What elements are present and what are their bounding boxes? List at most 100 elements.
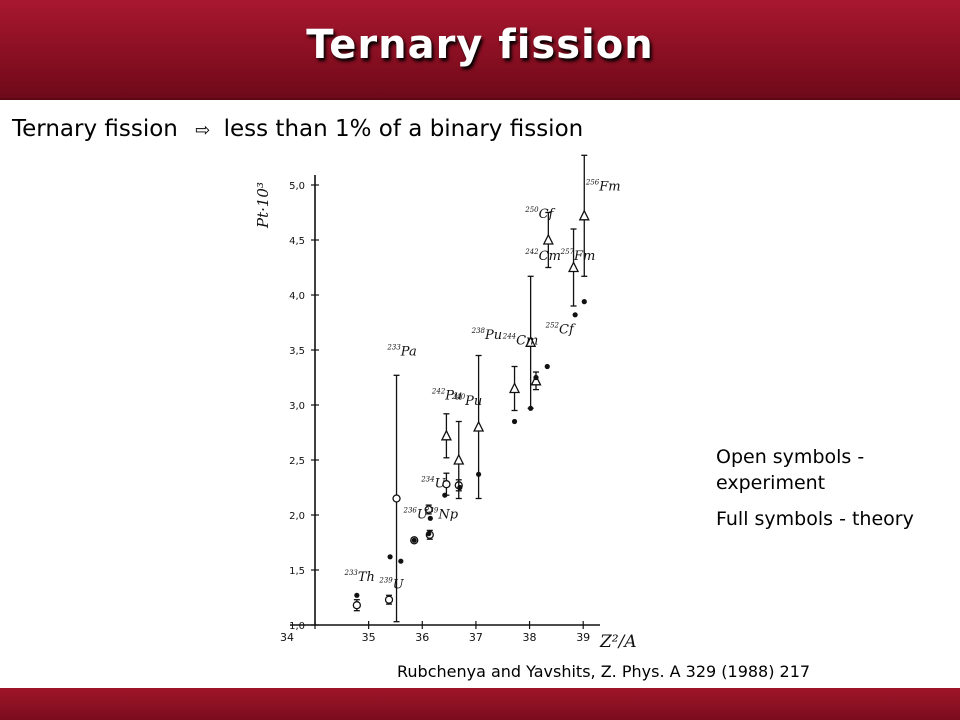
experiment-triangle-point [525, 335, 537, 347]
isotope-label: 233Pa [386, 344, 416, 360]
isotope-label: 234U [420, 476, 446, 492]
isotope-element: U [393, 578, 405, 593]
x-tick-label: 39 [576, 631, 590, 644]
isotope-element: Th [358, 570, 375, 585]
isotope-mass: 242 [524, 248, 539, 256]
isotope-label: 239U [378, 577, 404, 593]
legend-open-symbols: Open symbols - experiment [716, 446, 865, 494]
right-arrow-icon: ⇨ [195, 120, 211, 141]
isotope-mass: 256 [585, 179, 600, 187]
experiment-triangle-point [453, 453, 465, 465]
isotope-mass: 233 [344, 569, 359, 577]
y-tick-label: 5,0 [289, 181, 305, 192]
isotope-element: Cf [539, 207, 556, 222]
isotope-element: Pu [444, 389, 462, 404]
theory-point [572, 312, 578, 318]
isotope-element: Pu [464, 394, 482, 409]
isotope-label: 236U [403, 506, 429, 522]
theory-point [411, 537, 417, 543]
y-tick-label: 3,5 [289, 346, 305, 357]
title-bar: Ternary fission [0, 0, 960, 100]
isotope-label: 238Pu [471, 327, 503, 343]
isotope-label: 256Fm [585, 179, 621, 195]
isotope-mass: 242 [431, 388, 446, 396]
x-tick-label: 37 [469, 631, 483, 644]
experiment-triangle-point [440, 429, 452, 441]
isotope-mass: 257 [560, 248, 575, 256]
isotope-mass: 244 [502, 333, 516, 341]
y-axis-label: Pt·10³ [254, 182, 272, 229]
x-tick-label: 35 [362, 631, 376, 644]
theory-point [511, 418, 518, 425]
isotope-label: 250Cf [524, 206, 555, 222]
isotope-element: Np [437, 507, 458, 522]
subtitle-detail: less than 1% of a binary fission [223, 116, 584, 142]
isotope-label: 233Th [344, 569, 375, 585]
experiment-triangle-point [578, 209, 590, 221]
isotope-label: 239Np [424, 506, 459, 522]
experiment-triangle-point [567, 261, 580, 273]
isotope-mass: 239 [424, 506, 439, 514]
isotope-element: U [435, 477, 447, 492]
isotope-element: Cm [539, 249, 561, 264]
footer-bar [0, 688, 960, 720]
y-tick-label: 3,0 [289, 401, 305, 412]
experiment-circle-point [352, 601, 361, 610]
experiment-triangle-point [530, 374, 542, 386]
isotope-element: U [417, 507, 429, 522]
isotope-mass: 236 [403, 506, 418, 514]
subtitle: Ternary fission ⇨ less than 1% of a bina… [12, 116, 583, 142]
theory-point [442, 492, 448, 498]
legend-full-symbols: Full symbols - theory [716, 508, 914, 530]
y-tick-label: 2,0 [289, 511, 305, 522]
theory-point [387, 554, 393, 560]
theory-point [581, 299, 587, 305]
x-tick-label: 34 [280, 631, 294, 644]
theory-point [427, 515, 433, 521]
citation: Rubchenya and Yavshits, Z. Phys. A 329 (… [397, 662, 811, 681]
y-tick-label: 4,0 [289, 291, 305, 302]
isotope-label: 244Cm [502, 333, 539, 349]
theory-point [533, 374, 539, 381]
experiment-circle-point [424, 505, 433, 514]
isotope-element: Cm [516, 334, 538, 349]
y-tick-label: 1,0 [289, 621, 305, 632]
isotope-label: 257Fm [560, 248, 596, 264]
theory-point [354, 592, 360, 598]
isotope-mass: 240 [451, 393, 466, 401]
isotope-element: Fm [598, 180, 620, 195]
isotope-mass: 233 [386, 344, 401, 352]
experiment-circle-point [442, 480, 451, 489]
isotope-mass: 250 [524, 206, 539, 214]
isotope-label: 252Cf [545, 322, 576, 338]
slide-title: Ternary fission [306, 22, 654, 68]
symbol-legend: Open symbols - experiment Full symbols -… [716, 444, 916, 542]
y-tick-label: 2,5 [289, 456, 305, 467]
isotope-element: Pa [400, 345, 417, 360]
fission-probability-chart: 1,0 1,5 2,0 2,5 3,0 3,5 4,0 4,5 5,0 34 35 36 37 38 39 P… [254, 154, 637, 652]
experiment-circle-point [392, 494, 401, 503]
theory-point [457, 484, 463, 491]
isotope-mass: 239 [378, 577, 393, 585]
theory-point [426, 531, 432, 537]
isotope-mass: 238 [471, 327, 486, 335]
isotope-label: 242Cm [524, 248, 561, 264]
isotope-mass: 252 [545, 322, 560, 330]
isotope-element: Pu [484, 328, 502, 343]
x-tick-label: 36 [415, 631, 429, 644]
experiment-triangle-point [508, 382, 521, 394]
experiment-triangle-point [473, 420, 485, 432]
theory-point [544, 363, 550, 370]
isotope-label: 242Pu [431, 388, 463, 404]
theory-point [398, 558, 404, 564]
isotope-element: Fm [573, 249, 595, 264]
y-tick-label: 1,5 [289, 566, 305, 577]
experiment-circle-point [384, 595, 394, 604]
theory-point [476, 471, 482, 477]
y-tick-label: 4,5 [289, 236, 305, 247]
isotope-label: 240Pu [451, 393, 483, 409]
subtitle-text: Ternary fission [12, 116, 178, 142]
x-axis-label: Z²/A [599, 632, 637, 652]
experiment-triangle-point [542, 233, 554, 245]
theory-point [528, 405, 534, 411]
